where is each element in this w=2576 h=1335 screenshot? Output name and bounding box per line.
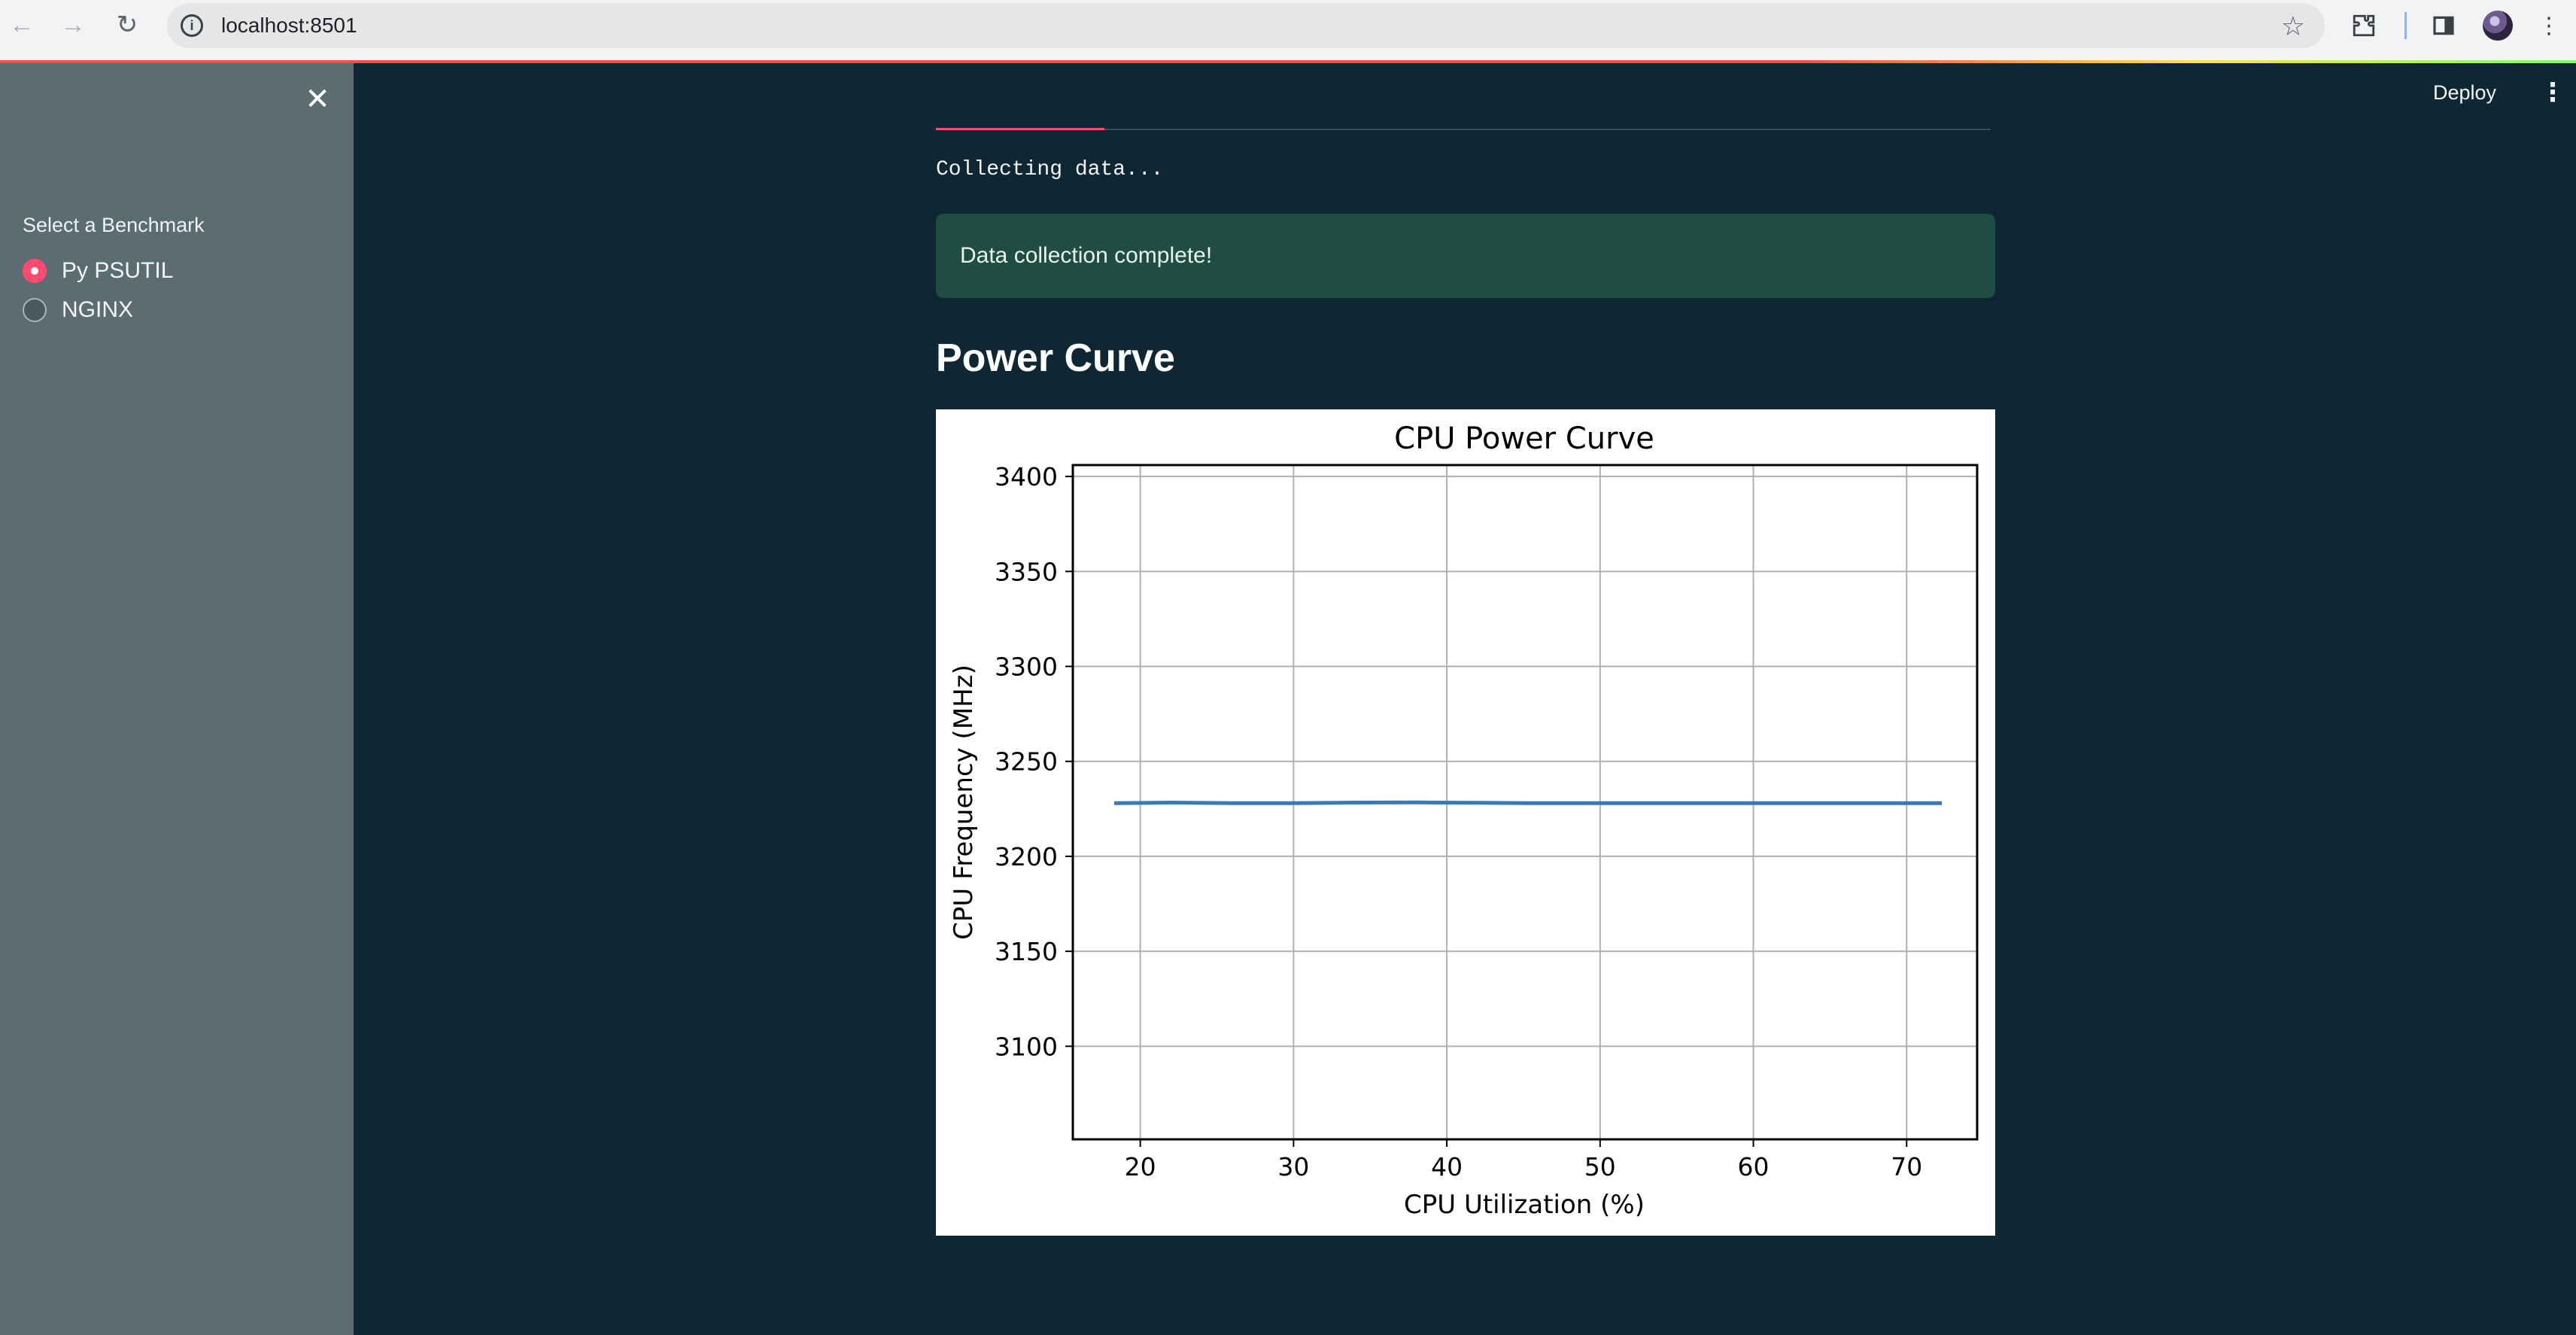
y-tick-label: 3100 (995, 1032, 1058, 1061)
toolbar-divider (2404, 12, 2407, 39)
sidebar: ✕ Select a Benchmark Py PSUTIL NGINX (0, 63, 354, 1335)
radio-option-label[interactable]: NGINX (62, 297, 134, 322)
x-tick-label: 30 (1277, 1152, 1309, 1181)
radio-checked-icon[interactable] (23, 259, 47, 283)
success-alert: Data collection complete! (936, 214, 1995, 298)
address-bar[interactable]: i localhost:8501 ☆ (167, 3, 2325, 48)
radio-option-label[interactable]: Py PSUTIL (62, 258, 174, 283)
y-tick-label: 3350 (995, 557, 1058, 586)
x-axis-label: CPU Utilization (%) (1404, 1190, 1645, 1220)
x-tick-label: 50 (1584, 1152, 1616, 1181)
profile-avatar[interactable] (2483, 11, 2513, 41)
chart-card: CPU Power Curve 20 30 40 50 60 70 3100 3150 3200… (936, 409, 1995, 1236)
y-tick-label: 3150 (995, 937, 1058, 966)
x-tick-label: 60 (1738, 1152, 1769, 1181)
puzzle-icon[interactable] (2347, 9, 2380, 42)
series-line-cpu-frequency (1113, 800, 1943, 805)
kebab-menu-icon[interactable]: ⋮ (2538, 13, 2560, 38)
back-arrow-icon[interactable]: ← (9, 11, 35, 39)
browser-toolbar: ← → ↻ i localhost:8501 ☆ ⋮ (0, 0, 2576, 62)
x-tick-label: 70 (1891, 1152, 1922, 1181)
success-alert-text: Data collection complete! (960, 243, 1213, 268)
side-panel-icon[interactable] (2427, 9, 2460, 42)
close-icon[interactable]: ✕ (305, 83, 330, 116)
deploy-button[interactable]: Deploy (2433, 81, 2497, 104)
progress-bar-track (936, 129, 1991, 130)
x-tick-label: 20 (1125, 1152, 1156, 1181)
collecting-status-text: Collecting data... (936, 158, 1164, 181)
radio-unchecked-icon[interactable] (23, 298, 47, 322)
radio-option-py-psutil[interactable]: Py PSUTIL (23, 254, 173, 287)
benchmark-radio-label: Select a Benchmark (23, 214, 205, 236)
section-title: Power Curve (936, 336, 1175, 380)
y-axis-label: CPU Frequency (MHz) (949, 664, 979, 940)
main-menu-icon[interactable]: ⋮ (2540, 78, 2565, 107)
y-tick-label: 3250 (995, 747, 1058, 777)
info-icon[interactable]: i (181, 14, 203, 37)
url-text[interactable]: localhost:8501 (221, 14, 357, 37)
app-status-line (0, 60, 2576, 63)
y-tick-label: 3400 (995, 462, 1058, 491)
y-tick-label: 3300 (995, 652, 1058, 682)
plot-frame (1071, 464, 1979, 1141)
power-curve-chart: CPU Power Curve 20 30 40 50 60 70 3100 3150 3200… (949, 421, 1979, 1220)
radio-option-nginx[interactable]: NGINX (23, 293, 133, 327)
forward-arrow-icon[interactable]: → (60, 11, 86, 39)
progress-bar-fill (936, 128, 1105, 130)
reload-icon[interactable]: ↻ (116, 11, 138, 39)
star-icon[interactable]: ☆ (2280, 11, 2305, 41)
chart-title: CPU Power Curve (1394, 421, 1654, 456)
x-tick-label: 40 (1431, 1152, 1463, 1181)
y-tick-label: 3200 (995, 842, 1058, 871)
